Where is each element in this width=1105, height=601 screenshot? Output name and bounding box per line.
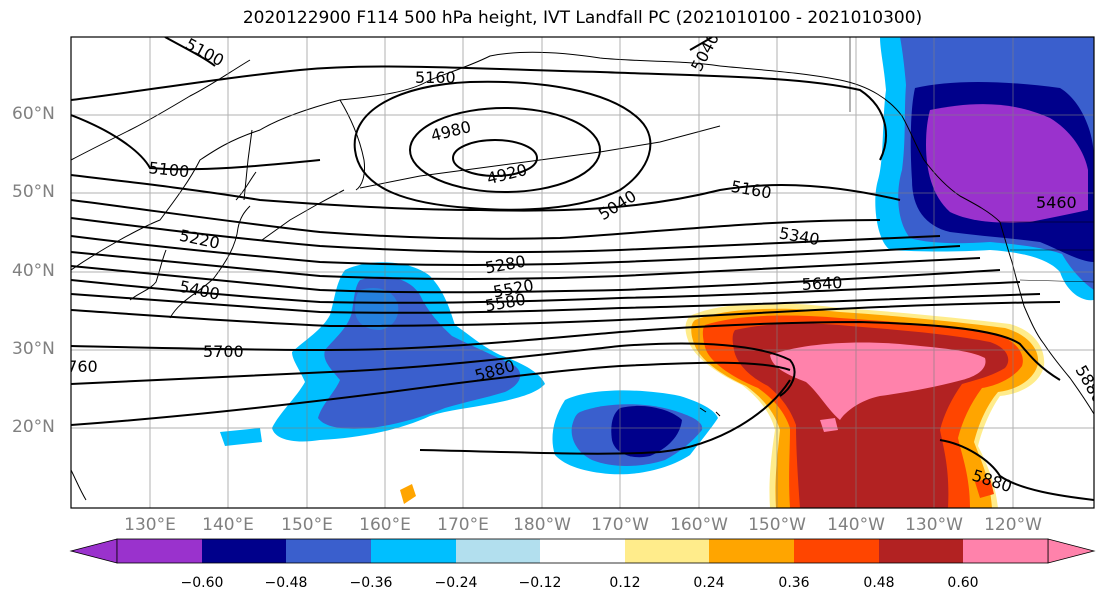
colorbar-tick-label: 0.12 bbox=[609, 575, 641, 591]
contour-label: 5760 bbox=[57, 357, 98, 376]
lon-label: 170°W bbox=[591, 515, 649, 535]
lon-label: 140°E bbox=[202, 515, 254, 535]
lon-label: 130°W bbox=[905, 515, 963, 535]
lon-label: 160°W bbox=[670, 515, 728, 535]
colorbar-segment bbox=[117, 539, 202, 563]
colorbar-segment bbox=[963, 539, 1048, 563]
lat-label: 50°N bbox=[12, 182, 55, 202]
map-title: 2020122900 F114 500 hPa height, IVT Land… bbox=[242, 8, 923, 28]
colorbar-segment bbox=[709, 539, 794, 563]
lon-label: 140°W bbox=[827, 515, 885, 535]
lat-label: 30°N bbox=[12, 339, 55, 359]
colorbar-tick-label: −0.36 bbox=[349, 575, 393, 591]
negative-anomaly-west-pacific bbox=[220, 262, 545, 446]
lon-label: 160°E bbox=[359, 515, 411, 535]
colorbar-tick-label: 0.48 bbox=[863, 575, 895, 591]
map-frame bbox=[70, 36, 1095, 509]
colorbar-tick-label: 0.24 bbox=[693, 575, 725, 591]
lon-label: 150°E bbox=[281, 515, 333, 535]
lon-label: 120°W bbox=[984, 515, 1042, 535]
colorbar-segment bbox=[202, 539, 286, 563]
colorbar-extend-high bbox=[1047, 538, 1096, 564]
contour-label: 5160 bbox=[415, 68, 456, 87]
colorbar-tick-label: −0.60 bbox=[180, 575, 224, 591]
colorbar-tick-label: −0.24 bbox=[434, 575, 478, 591]
colorbar bbox=[69, 538, 1096, 564]
colorbar-extend-low bbox=[69, 538, 118, 564]
borders bbox=[849, 37, 1094, 283]
lon-label: 130°E bbox=[124, 515, 176, 535]
contour-label: 5460 bbox=[1036, 193, 1077, 212]
colorbar-tick-label: −0.48 bbox=[264, 575, 308, 591]
contour-label: 5100 bbox=[148, 158, 190, 181]
contour-label: 5640 bbox=[801, 273, 843, 294]
height-contours bbox=[71, 37, 1094, 501]
colorbar-segment bbox=[540, 539, 625, 563]
colorbar-segment bbox=[286, 539, 371, 563]
colorbar-segment bbox=[794, 539, 879, 563]
colorbar-tick-label: 0.60 bbox=[947, 575, 979, 591]
lat-label: 60°N bbox=[12, 104, 55, 124]
colorbar-segment bbox=[879, 539, 963, 563]
lat-label: 40°N bbox=[12, 261, 55, 281]
colorbar-tick-label: −0.12 bbox=[518, 575, 562, 591]
contour-label: 5700 bbox=[203, 342, 244, 361]
colorbar-segment bbox=[625, 539, 709, 563]
lon-label: 150°W bbox=[748, 515, 806, 535]
colorbar-segment bbox=[371, 539, 456, 563]
colorbar-tick-label: 0.36 bbox=[778, 575, 810, 591]
lon-label: 170°E bbox=[437, 515, 489, 535]
colorbar-segment bbox=[456, 539, 540, 563]
lat-label: 20°N bbox=[12, 417, 55, 437]
lon-label: 180°W bbox=[513, 515, 571, 535]
map-plot-area: 5100 5160 4980 4920 5100 5040 5160 5220 … bbox=[57, 37, 1094, 508]
